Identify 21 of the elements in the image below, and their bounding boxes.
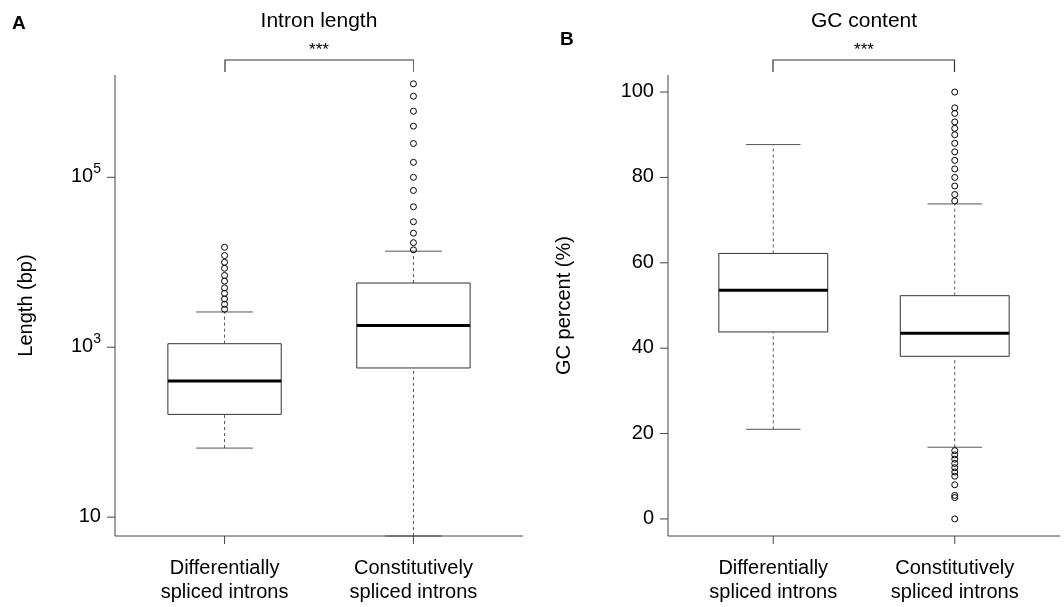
y-tick-label: 80 xyxy=(631,164,654,187)
y-tick-label: 0 xyxy=(642,506,654,529)
x-tick-label: Differentially spliced introns xyxy=(160,556,289,602)
y-axis-title: Length (bp) xyxy=(14,254,37,357)
x-tick-label: Constitutively spliced introns xyxy=(349,556,478,602)
y-axis-title: GC percent (%) xyxy=(552,236,575,375)
y-tick-label: 10 xyxy=(78,504,101,527)
chart-title: Intron length xyxy=(259,8,379,32)
y-tick-label: 10$^{5}$ xyxy=(70,160,102,187)
x-tick-label: Differentially spliced introns xyxy=(709,556,838,602)
y-tick-label: 100 xyxy=(620,79,654,102)
x-tick-label: Constitutively spliced introns xyxy=(890,556,1019,602)
text: *** xyxy=(853,40,875,60)
chart-title: GC content xyxy=(809,8,919,32)
text: B xyxy=(560,28,574,50)
text: *** xyxy=(308,40,330,60)
y-tick-label: 40 xyxy=(631,335,654,358)
text: A xyxy=(12,12,26,34)
y-tick-label: 60 xyxy=(631,250,654,273)
y-tick-label: 10$^{3}$ xyxy=(70,329,102,357)
y-tick-label: 20 xyxy=(631,420,654,443)
